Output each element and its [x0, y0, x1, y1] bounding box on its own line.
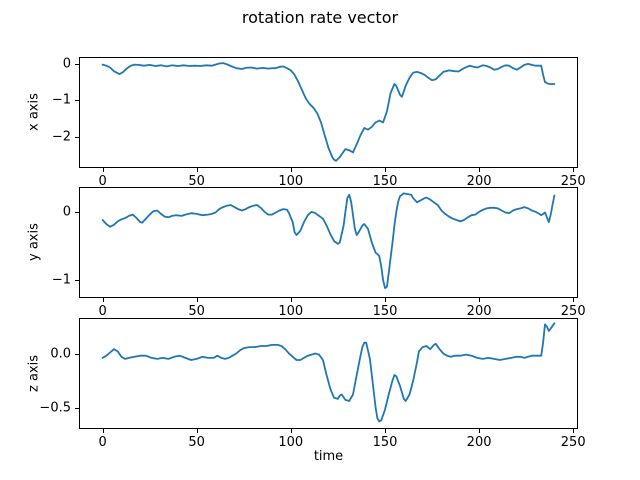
x-axis-label-time: time [313, 449, 344, 464]
x-tick-mark [102, 429, 104, 433]
x-tick-mark [479, 168, 481, 172]
line-chart-y-axis [101, 192, 556, 289]
x-tick-label: 50 [188, 435, 205, 450]
y-tick-mark [75, 211, 79, 213]
y-tick-label: −2 [51, 129, 71, 145]
x-tick-label: 150 [372, 174, 398, 189]
line-chart-x-axis [101, 62, 556, 162]
x-tick-mark [385, 298, 386, 302]
x-tick-label: 0 [98, 304, 107, 319]
x-tick-mark [385, 429, 386, 433]
x-tick-mark [573, 429, 575, 433]
x-tick-mark [196, 429, 198, 433]
x-tick-mark [102, 298, 104, 302]
x-tick-mark [290, 429, 292, 433]
x-tick-label: 150 [372, 304, 398, 319]
x-tick-label: 100 [278, 174, 304, 189]
x-tick-label: 0 [98, 435, 107, 450]
line-series-x-axis [101, 62, 556, 162]
x-tick-label: 100 [278, 435, 304, 450]
y-tick-mark [75, 137, 79, 138]
x-tick-label: 50 [188, 304, 205, 319]
x-tick-mark [102, 168, 104, 172]
x-tick-mark [290, 168, 292, 172]
y-tick-label: −1 [51, 92, 71, 108]
y-tick-mark [75, 353, 79, 355]
x-tick-mark [385, 168, 386, 172]
x-tick-label: 0 [98, 174, 107, 189]
x-tick-mark [196, 168, 198, 172]
x-tick-label: 50 [188, 174, 205, 189]
x-tick-label: 250 [560, 174, 586, 189]
y-tick-label: −1 [51, 272, 71, 288]
x-tick-mark [196, 298, 198, 302]
y-tick-label: 0 [62, 56, 71, 72]
y-axis-label-y: y axis [26, 223, 42, 262]
x-tick-label: 250 [560, 304, 586, 319]
y-tick-label: −0.5 [39, 400, 71, 415]
x-tick-mark [479, 298, 481, 302]
x-tick-label: 100 [278, 304, 304, 319]
y-axis-label-x: x axis [26, 93, 42, 132]
line-chart-z-axis [101, 322, 556, 423]
subplot-y-axis: y axis 0 50 100 150 200 250 0 −1 [27, 187, 586, 318]
y-tick-mark [75, 407, 79, 409]
x-tick-mark [290, 298, 292, 302]
x-tick-label: 200 [466, 174, 492, 189]
x-tick-label: 200 [466, 304, 492, 319]
y-tick-mark [75, 63, 79, 65]
subplot-x-axis: x axis 0 50 100 150 200 250 0 −1 −2 [27, 57, 586, 188]
y-tick-label: 0 [62, 204, 71, 220]
x-tick-mark [573, 298, 575, 302]
y-tick-label: 0.0 [50, 346, 71, 361]
figure-title: rotation rate vector [241, 8, 399, 27]
x-tick-label: 250 [560, 435, 586, 450]
y-tick-mark [75, 280, 79, 281]
x-tick-mark [573, 168, 575, 172]
x-tick-mark [479, 429, 481, 433]
x-tick-label: 200 [466, 435, 492, 450]
line-series-y-axis [101, 192, 556, 289]
x-tick-label: 150 [372, 435, 398, 450]
line-series-z-axis [101, 322, 556, 423]
y-tick-mark [75, 100, 79, 102]
subplot-z-axis: z axis time 0 50 100 150 200 250 0.0 −0.5 [27, 318, 586, 463]
